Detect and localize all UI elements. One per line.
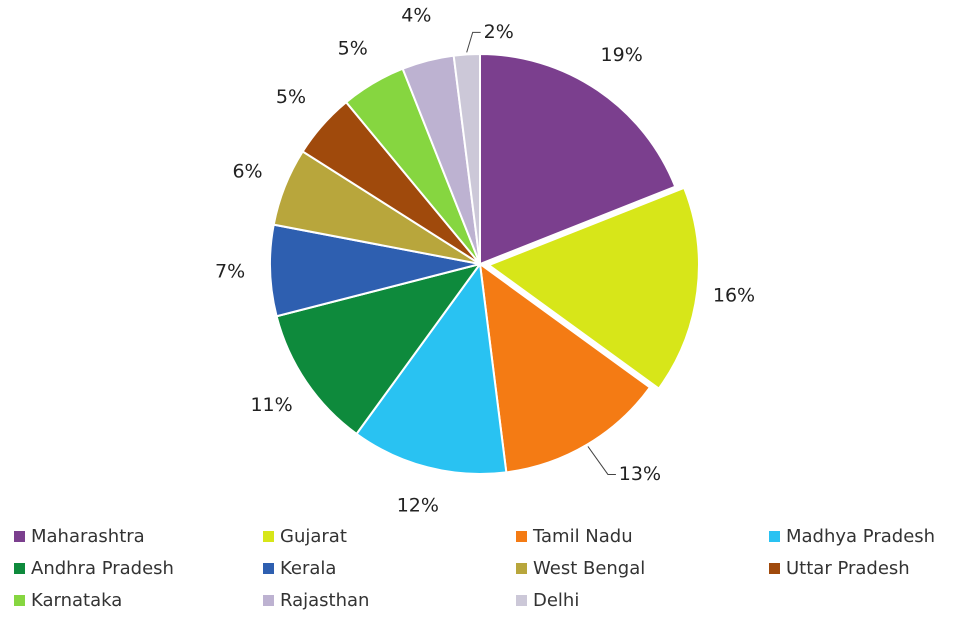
legend-item-maharashtra: Maharashtra <box>14 524 145 548</box>
legend-label: Gujarat <box>280 525 347 547</box>
legend-label: Andhra Pradesh <box>31 557 174 579</box>
legend-label: Rajasthan <box>280 589 370 611</box>
legend-item-madhya-pradesh: Madhya Pradesh <box>769 524 935 548</box>
label-kerala: 7% <box>215 260 245 282</box>
legend-label: Delhi <box>533 589 580 611</box>
percentage-labels: 19% 16% 13% 12% 11% 7% 6% 5% 5% 4% 2% <box>215 5 755 517</box>
label-rajasthan: 4% <box>401 5 431 27</box>
label-tamil-nadu: 13% <box>619 463 661 485</box>
legend-item-karnataka: Karnataka <box>14 588 122 612</box>
legend-label: Karnataka <box>31 589 123 611</box>
legend-item-kerala: Kerala <box>263 556 336 580</box>
slice-maharashtra <box>479 52 677 266</box>
legend-item-tamil-nadu: Tamil Nadu <box>516 524 633 548</box>
label-uttar-pradesh: 5% <box>276 86 306 108</box>
label-delhi: 2% <box>484 21 514 43</box>
pie-chart: 19% 16% 13% 12% 11% 7% 6% 5% 5% 4% 2% <box>215 5 755 517</box>
legend-swatch <box>14 530 25 542</box>
legend-swatch <box>769 530 780 542</box>
leader-delhi <box>466 31 481 53</box>
legend-item-andhra-pradesh: Andhra Pradesh <box>14 556 174 580</box>
legend-item-uttar-pradesh: Uttar Pradesh <box>769 556 910 580</box>
legend-swatch <box>516 530 527 542</box>
legend-label: Maharashtra <box>31 525 145 547</box>
slice-gujarat <box>486 186 700 390</box>
legend-item-delhi: Delhi <box>516 588 579 612</box>
legend-item-rajasthan: Rajasthan <box>263 588 369 612</box>
legend-label: Madhya Pradesh <box>786 525 936 547</box>
legend-swatch <box>263 594 274 606</box>
legend-swatch <box>516 562 527 574</box>
label-andhra-pradesh: 11% <box>250 394 292 416</box>
legend-label: Kerala <box>280 557 337 579</box>
legend-swatch <box>516 594 527 606</box>
label-west-bengal: 6% <box>232 160 262 182</box>
label-karnataka: 5% <box>338 37 368 59</box>
legend-swatch <box>769 562 780 574</box>
leader-tamil-nadu <box>587 446 616 475</box>
slice-madhya-pradesh <box>355 261 508 475</box>
legend-label: West Bengal <box>533 557 646 579</box>
slice-andhra-pradesh <box>275 262 483 436</box>
slice-tamil-nadu <box>478 261 652 474</box>
legend-item-west-bengal: West Bengal <box>516 556 645 580</box>
legend-label: Tamil Nadu <box>533 525 633 547</box>
legend-swatch <box>263 562 274 574</box>
label-gujarat: 16% <box>713 285 755 307</box>
pie-slices <box>269 52 700 475</box>
legend-swatch <box>14 594 25 606</box>
slice-delhi <box>452 52 481 265</box>
legend-item-gujarat: Gujarat <box>263 524 347 548</box>
legend-label: Uttar Pradesh <box>786 557 910 579</box>
legend-swatch <box>14 562 25 574</box>
leader-lines <box>466 31 616 475</box>
legend-swatch <box>263 530 274 542</box>
label-maharashtra: 19% <box>601 44 643 66</box>
label-madhya-pradesh: 12% <box>397 495 439 517</box>
